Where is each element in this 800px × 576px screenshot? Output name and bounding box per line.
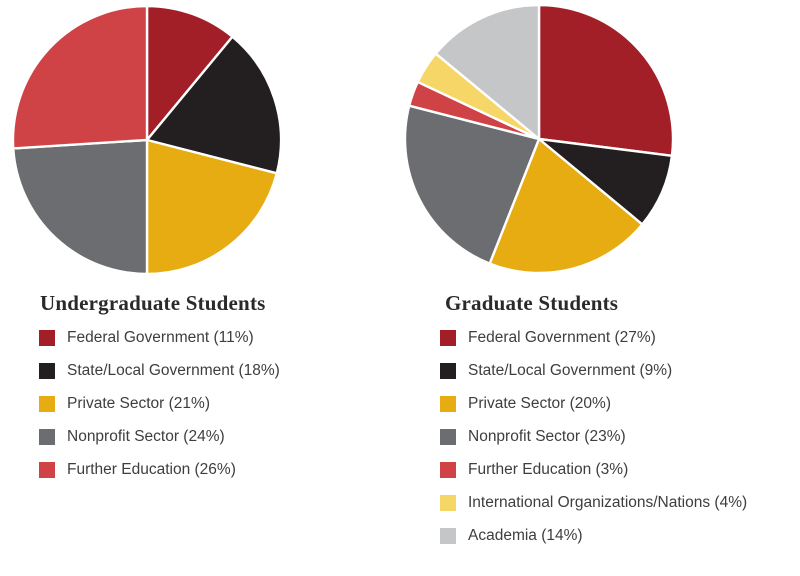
pie-slice-private-sector (488, 137, 644, 275)
legend-swatch-state-local-government (39, 363, 55, 379)
legend-swatch-nonprofit-sector (39, 429, 55, 445)
legend-swatch-further-education (39, 462, 55, 478)
legend-item-federal-government: Federal Government (11%) (39, 330, 280, 346)
legend-swatch-international-organizations-nations (440, 495, 456, 511)
legend-label: Federal Government (11%) (67, 329, 254, 346)
legend-item-international-organizations-nations: International Organizations/Nations (4%) (440, 495, 747, 511)
legend-label: Private Sector (21%) (67, 395, 210, 412)
legend-item-academia: Academia (14%) (440, 528, 747, 544)
legend-item-further-education: Further Education (3%) (440, 462, 747, 478)
legend-swatch-private-sector (440, 396, 456, 412)
undergraduate-chart-title: Undergraduate Students (40, 291, 266, 315)
legend-label: Private Sector (20%) (468, 395, 611, 412)
pie-slice-nonprofit-sector (403, 104, 541, 265)
graduate-pie-chart (403, 3, 675, 275)
legend-label: State/Local Government (9%) (468, 362, 673, 379)
pie-slice-further-education (11, 4, 149, 150)
undergraduate-pie-chart (11, 4, 283, 276)
graduate-chart-title: Graduate Students (445, 291, 619, 315)
legend-label: Nonprofit Sector (23%) (468, 428, 626, 445)
legend-swatch-federal-government (39, 330, 55, 346)
pie-slice-private-sector (145, 138, 278, 276)
legend-label: Further Education (3%) (468, 461, 629, 478)
legend-swatch-state-local-government (440, 363, 456, 379)
pie-slice-federal-government (145, 4, 234, 142)
legend-item-nonprofit-sector: Nonprofit Sector (24%) (39, 429, 280, 445)
legend-item-state-local-government: State/Local Government (18%) (39, 363, 280, 379)
legend-label: Nonprofit Sector (24%) (67, 428, 225, 445)
graduate-legend: Federal Government (27%) State/Local Gove… (440, 330, 747, 561)
legend-label: International Organizations/Nations (4%) (468, 494, 748, 511)
legend-item-federal-government: Federal Government (27%) (440, 330, 747, 346)
legend-item-private-sector: Private Sector (20%) (440, 396, 747, 412)
legend-swatch-further-education (440, 462, 456, 478)
legend-label: State/Local Government (18%) (67, 362, 280, 379)
legend-label: Further Education (26%) (67, 461, 236, 478)
undergraduate-legend: Federal Government (11%) State/Local Gove… (39, 330, 280, 495)
legend-label: Academia (14%) (468, 527, 583, 544)
pie-slice-state-local-government (145, 35, 283, 175)
legend-item-state-local-government: State/Local Government (9%) (440, 363, 747, 379)
legend-swatch-federal-government (440, 330, 456, 346)
pie-slice-federal-government (537, 3, 675, 157)
legend-swatch-private-sector (39, 396, 55, 412)
pie-slice-academia (434, 3, 541, 141)
pie-slice-nonprofit-sector (12, 138, 149, 276)
legend-item-nonprofit-sector: Nonprofit Sector (23%) (440, 429, 747, 445)
legend-item-further-education: Further Education (26%) (39, 462, 280, 478)
legend-item-private-sector: Private Sector (21%) (39, 396, 280, 412)
legend-swatch-nonprofit-sector (440, 429, 456, 445)
legend-label: Federal Government (27%) (468, 329, 656, 346)
legend-swatch-academia (440, 528, 456, 544)
